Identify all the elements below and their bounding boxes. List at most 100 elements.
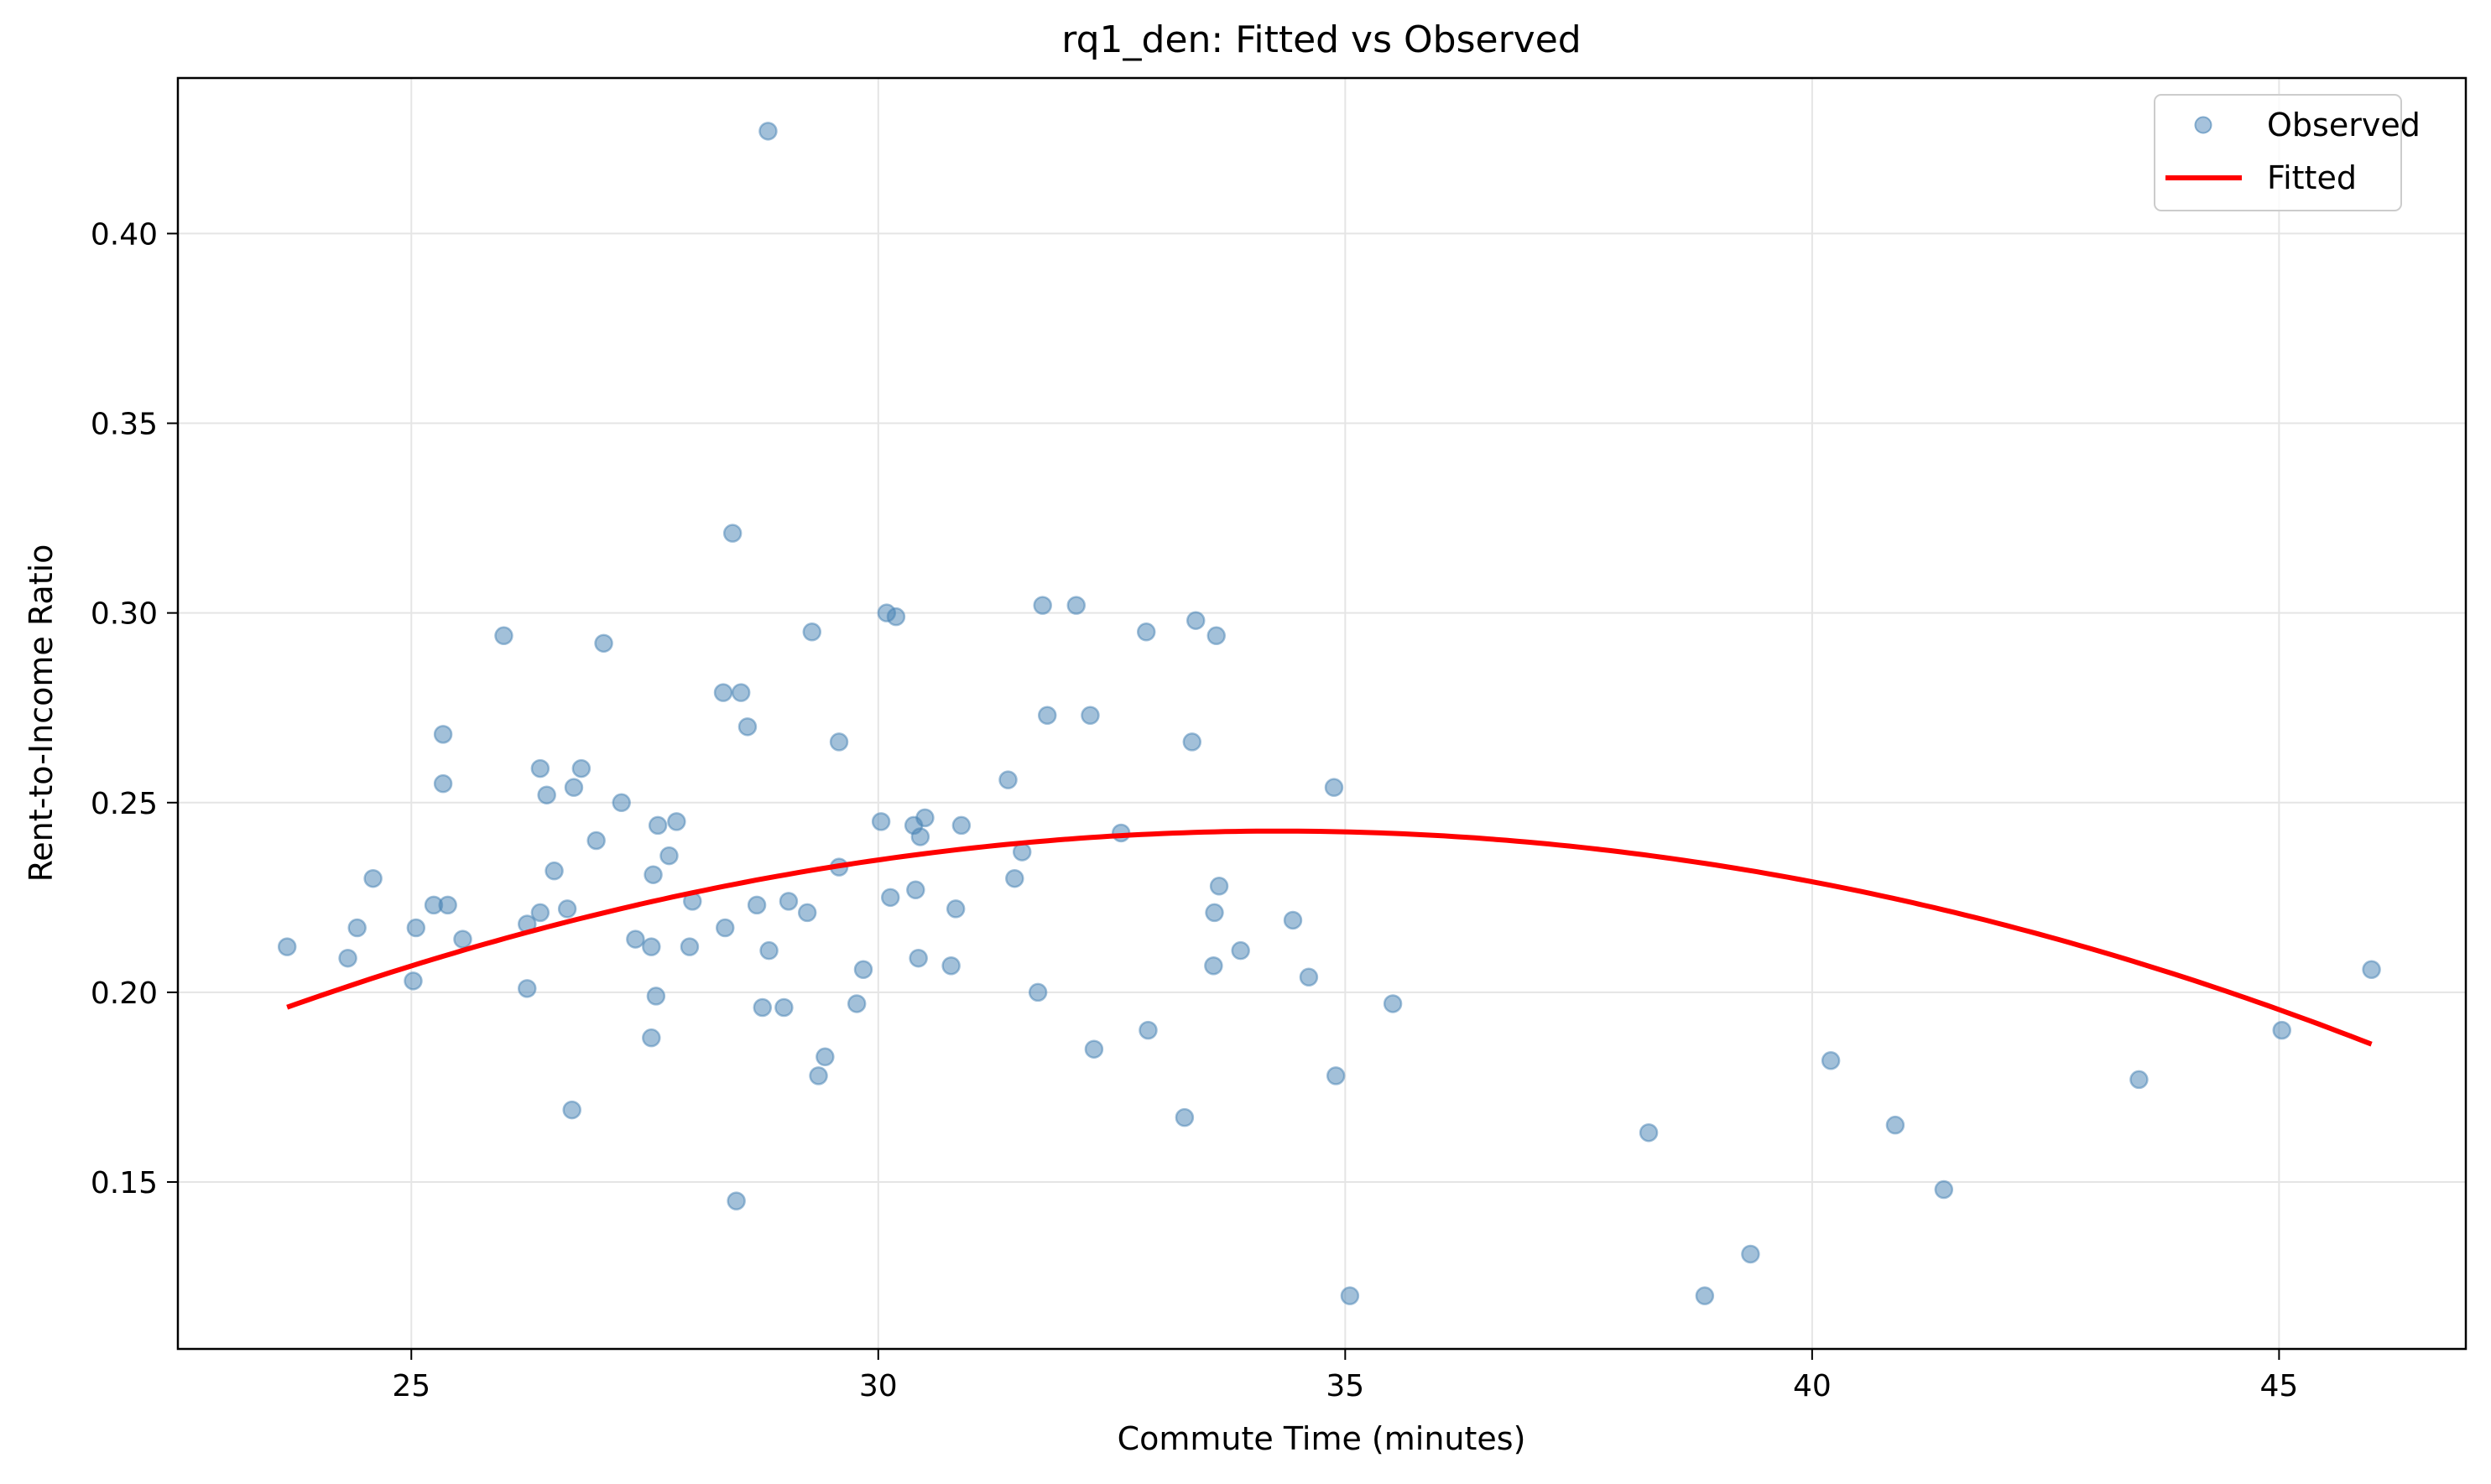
observed-point: [1695, 1286, 1715, 1305]
observed-point: [545, 861, 564, 881]
observed-point: [1741, 1244, 1760, 1264]
x-tick-label: 25: [392, 1369, 430, 1403]
observed-point: [816, 1047, 835, 1067]
observed-point: [404, 971, 423, 991]
x-tick-label: 35: [1326, 1369, 1364, 1403]
observed-point: [1033, 596, 1052, 615]
observed-point: [758, 122, 778, 141]
observed-points: [277, 122, 2381, 1305]
observed-point: [642, 937, 661, 956]
observed-point: [277, 937, 297, 956]
observed-point: [759, 940, 779, 961]
observed-point: [1324, 778, 1344, 797]
observed-point: [1028, 982, 1048, 1002]
observed-point: [946, 899, 966, 919]
legend-observed-label: Observed: [2267, 107, 2421, 143]
observed-point: [910, 827, 930, 846]
x-tick-label: 45: [2259, 1369, 2298, 1403]
observed-point: [722, 523, 743, 543]
observed-point: [951, 815, 972, 836]
observed-point: [659, 846, 679, 866]
y-tick-label: 0.30: [91, 597, 158, 632]
observed-point: [594, 633, 613, 653]
plot-frame: [176, 76, 2468, 1351]
observed-point: [1299, 967, 1319, 987]
observed-point: [1204, 955, 1223, 976]
observed-point: [406, 918, 426, 938]
legend-fitted-label: Fitted: [2267, 159, 2357, 196]
observed-point: [530, 758, 550, 778]
observed-point: [941, 955, 961, 976]
y-axis-ticks: 0.15 0.20 0.25 0.30 0.35 0.40: [91, 217, 178, 1200]
observed-point: [909, 948, 928, 968]
observed-point: [557, 899, 577, 919]
observed-point: [871, 812, 891, 831]
observed-point: [562, 1100, 581, 1120]
observed-point: [797, 903, 817, 923]
y-tick-label: 0.20: [91, 976, 158, 1011]
observed-point: [338, 948, 357, 968]
observed-point: [433, 725, 453, 744]
observed-point: [648, 815, 668, 836]
observed-point: [1012, 842, 1032, 862]
observed-point: [642, 1028, 661, 1048]
observed-point: [886, 607, 906, 627]
observed-point: [1205, 903, 1224, 923]
observed-point: [646, 987, 666, 1006]
observed-point: [347, 918, 367, 938]
observed-point: [494, 626, 513, 646]
observed-point: [774, 997, 794, 1018]
observed-point: [1885, 1115, 1905, 1135]
observed-point: [530, 903, 550, 923]
observed-point: [626, 929, 645, 949]
observed-point: [737, 717, 758, 737]
observed-point: [906, 880, 925, 900]
observed-point: [571, 758, 591, 778]
legend-observed-marker-icon: [2194, 116, 2212, 134]
observed-point: [853, 960, 873, 980]
observed-point: [731, 683, 751, 702]
observed-point: [1066, 596, 1087, 615]
observed-point: [1383, 994, 1403, 1013]
observed-point: [847, 994, 867, 1013]
legend: Observed Fitted: [2154, 94, 2421, 211]
x-tick-label: 40: [1793, 1369, 1832, 1403]
observed-point: [1231, 940, 1250, 961]
observed-point: [2362, 960, 2381, 980]
observed-point: [829, 732, 849, 752]
observed-point: [713, 683, 733, 702]
observed-point: [438, 895, 457, 915]
observed-point: [779, 892, 799, 911]
observed-point: [809, 1066, 828, 1086]
observed-point: [1084, 1039, 1104, 1059]
observed-point: [1005, 868, 1024, 888]
observed-point: [1139, 1020, 1158, 1040]
observed-point: [433, 773, 453, 794]
observed-point: [363, 868, 383, 888]
observed-point: [1081, 706, 1100, 726]
chart-title: rq1_den: Fitted vs Observed: [1061, 18, 1581, 61]
observed-point: [1821, 1051, 1841, 1070]
observed-point: [1340, 1286, 1360, 1305]
observed-point: [727, 1191, 746, 1211]
observed-point: [1206, 626, 1226, 646]
observed-point: [915, 808, 935, 828]
x-axis-ticks: 25 30 35 40 45: [392, 1349, 2298, 1403]
observed-point: [1182, 732, 1202, 752]
observed-point: [1175, 1107, 1195, 1127]
observed-point: [1326, 1066, 1346, 1086]
observed-point: [998, 770, 1018, 789]
grid-lines: [178, 78, 2466, 1349]
observed-point: [1283, 910, 1303, 930]
fitted-curve: [286, 828, 2373, 1047]
legend-box: [2154, 94, 2402, 211]
observed-point: [2272, 1020, 2291, 1040]
x-tick-label: 30: [859, 1369, 898, 1403]
y-axis-label: Rent-to-Income Ratio: [23, 544, 60, 883]
observed-point: [753, 997, 773, 1018]
observed-point: [644, 865, 663, 884]
observed-point: [537, 785, 556, 804]
observed-point: [518, 979, 537, 998]
observed-point: [667, 812, 686, 831]
observed-point: [881, 888, 900, 908]
